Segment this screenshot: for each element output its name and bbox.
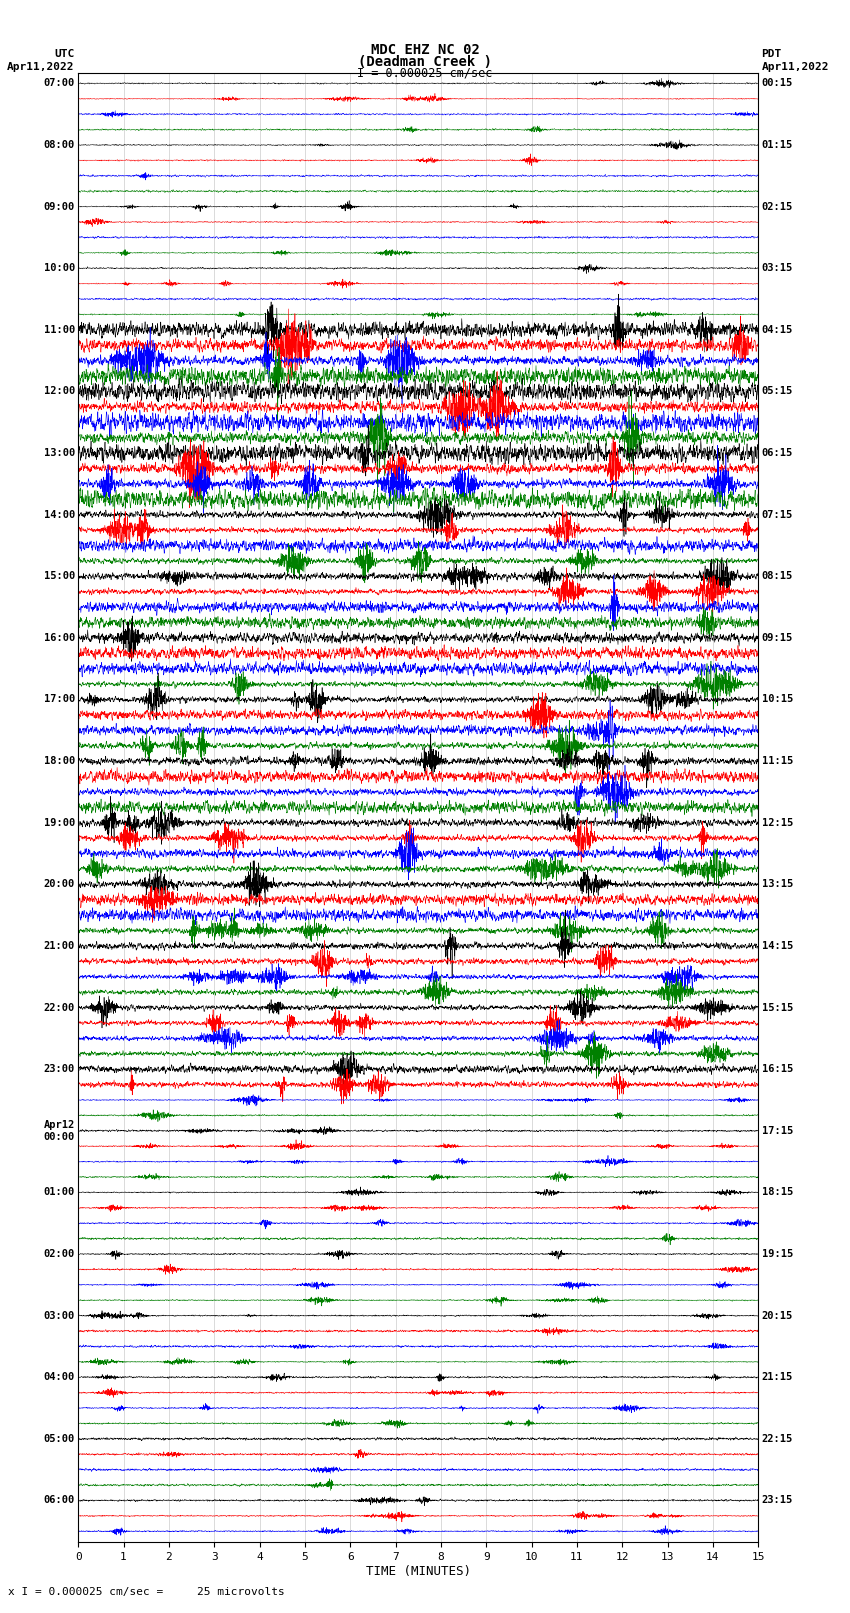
Text: PDT: PDT	[762, 48, 782, 60]
Text: 10:00: 10:00	[43, 263, 75, 273]
Text: 08:15: 08:15	[762, 571, 793, 581]
Text: 14:15: 14:15	[762, 940, 793, 952]
Text: 16:00: 16:00	[43, 632, 75, 644]
Text: 23:00: 23:00	[43, 1065, 75, 1074]
Text: 17:15: 17:15	[762, 1126, 793, 1136]
Text: 10:15: 10:15	[762, 695, 793, 705]
Text: 18:00: 18:00	[43, 756, 75, 766]
Text: UTC: UTC	[54, 48, 75, 60]
Text: 09:00: 09:00	[43, 202, 75, 211]
Text: 02:00: 02:00	[43, 1248, 75, 1260]
Text: 07:15: 07:15	[762, 510, 793, 519]
Text: 18:15: 18:15	[762, 1187, 793, 1197]
Text: MDC EHZ NC 02: MDC EHZ NC 02	[371, 44, 479, 56]
Text: x I = 0.000025 cm/sec =     25 microvolts: x I = 0.000025 cm/sec = 25 microvolts	[8, 1587, 286, 1597]
Text: 15:00: 15:00	[43, 571, 75, 581]
Text: 03:00: 03:00	[43, 1311, 75, 1321]
Text: 21:15: 21:15	[762, 1373, 793, 1382]
Text: 13:00: 13:00	[43, 448, 75, 458]
Text: 05:15: 05:15	[762, 387, 793, 397]
Text: 21:00: 21:00	[43, 940, 75, 952]
Text: 00:15: 00:15	[762, 79, 793, 89]
Text: 20:00: 20:00	[43, 879, 75, 889]
Text: 20:15: 20:15	[762, 1311, 793, 1321]
Text: 22:15: 22:15	[762, 1434, 793, 1444]
Text: 11:15: 11:15	[762, 756, 793, 766]
Text: 17:00: 17:00	[43, 695, 75, 705]
Text: 13:15: 13:15	[762, 879, 793, 889]
Text: 16:15: 16:15	[762, 1065, 793, 1074]
Text: 04:15: 04:15	[762, 324, 793, 336]
Text: 04:00: 04:00	[43, 1373, 75, 1382]
Text: 05:00: 05:00	[43, 1434, 75, 1444]
Text: 11:00: 11:00	[43, 324, 75, 336]
Text: 07:00: 07:00	[43, 79, 75, 89]
Text: 19:15: 19:15	[762, 1248, 793, 1260]
Text: 09:15: 09:15	[762, 632, 793, 644]
X-axis label: TIME (MINUTES): TIME (MINUTES)	[366, 1565, 471, 1578]
Text: Apr11,2022: Apr11,2022	[762, 61, 829, 73]
Text: 15:15: 15:15	[762, 1003, 793, 1013]
Text: 12:00: 12:00	[43, 387, 75, 397]
Text: 12:15: 12:15	[762, 818, 793, 827]
Text: 06:00: 06:00	[43, 1495, 75, 1505]
Text: 14:00: 14:00	[43, 510, 75, 519]
Text: 22:00: 22:00	[43, 1003, 75, 1013]
Text: Apr11,2022: Apr11,2022	[8, 61, 75, 73]
Text: 02:15: 02:15	[762, 202, 793, 211]
Text: 23:15: 23:15	[762, 1495, 793, 1505]
Text: 19:00: 19:00	[43, 818, 75, 827]
Text: 03:15: 03:15	[762, 263, 793, 273]
Text: 01:00: 01:00	[43, 1187, 75, 1197]
Text: Apr12
00:00: Apr12 00:00	[43, 1119, 75, 1142]
Text: 08:00: 08:00	[43, 140, 75, 150]
Text: (Deadman Creek ): (Deadman Creek )	[358, 55, 492, 69]
Text: I = 0.000025 cm/sec: I = 0.000025 cm/sec	[357, 66, 493, 81]
Text: 01:15: 01:15	[762, 140, 793, 150]
Text: 06:15: 06:15	[762, 448, 793, 458]
